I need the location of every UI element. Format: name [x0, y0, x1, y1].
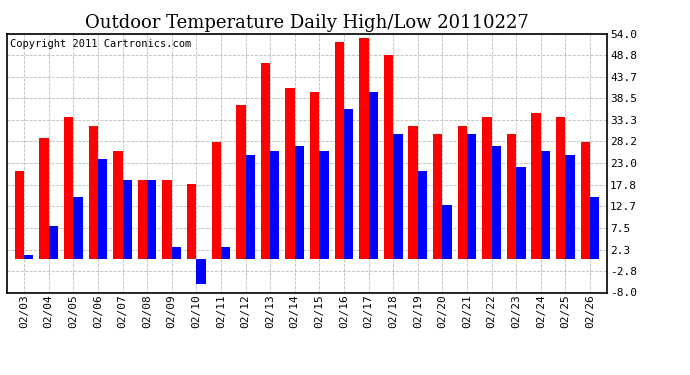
Bar — [580, 142, 590, 259]
Bar — [393, 134, 402, 259]
Bar — [138, 180, 147, 259]
Bar — [64, 117, 73, 259]
Bar — [516, 167, 526, 259]
Bar — [73, 196, 83, 259]
Bar — [147, 180, 157, 259]
Bar — [212, 142, 221, 259]
Bar — [590, 196, 600, 259]
Bar — [335, 42, 344, 259]
Bar — [286, 88, 295, 259]
Bar — [491, 146, 501, 259]
Bar — [261, 63, 270, 259]
Text: Copyright 2011 Cartronics.com: Copyright 2011 Cartronics.com — [10, 39, 191, 49]
Bar — [197, 259, 206, 284]
Bar — [442, 205, 452, 259]
Bar — [319, 151, 328, 259]
Bar — [359, 38, 368, 259]
Bar — [482, 117, 491, 259]
Title: Outdoor Temperature Daily High/Low 20110227: Outdoor Temperature Daily High/Low 20110… — [85, 14, 529, 32]
Bar — [344, 109, 353, 259]
Bar — [88, 126, 98, 259]
Bar — [384, 55, 393, 259]
Bar — [98, 159, 107, 259]
Bar — [408, 126, 417, 259]
Bar — [24, 255, 34, 259]
Bar — [295, 146, 304, 259]
Bar — [556, 117, 565, 259]
Bar — [507, 134, 516, 259]
Bar — [49, 226, 58, 259]
Bar — [433, 134, 442, 259]
Bar — [236, 105, 246, 259]
Bar — [246, 155, 255, 259]
Bar — [531, 113, 541, 259]
Bar — [113, 151, 123, 259]
Bar — [172, 247, 181, 259]
Bar — [457, 126, 467, 259]
Bar — [14, 171, 24, 259]
Bar — [270, 151, 279, 259]
Bar — [541, 151, 550, 259]
Bar — [368, 92, 378, 259]
Bar — [565, 155, 575, 259]
Bar — [187, 184, 197, 259]
Bar — [123, 180, 132, 259]
Bar — [467, 134, 476, 259]
Bar — [221, 247, 230, 259]
Bar — [310, 92, 319, 259]
Bar — [162, 180, 172, 259]
Bar — [39, 138, 49, 259]
Bar — [417, 171, 427, 259]
